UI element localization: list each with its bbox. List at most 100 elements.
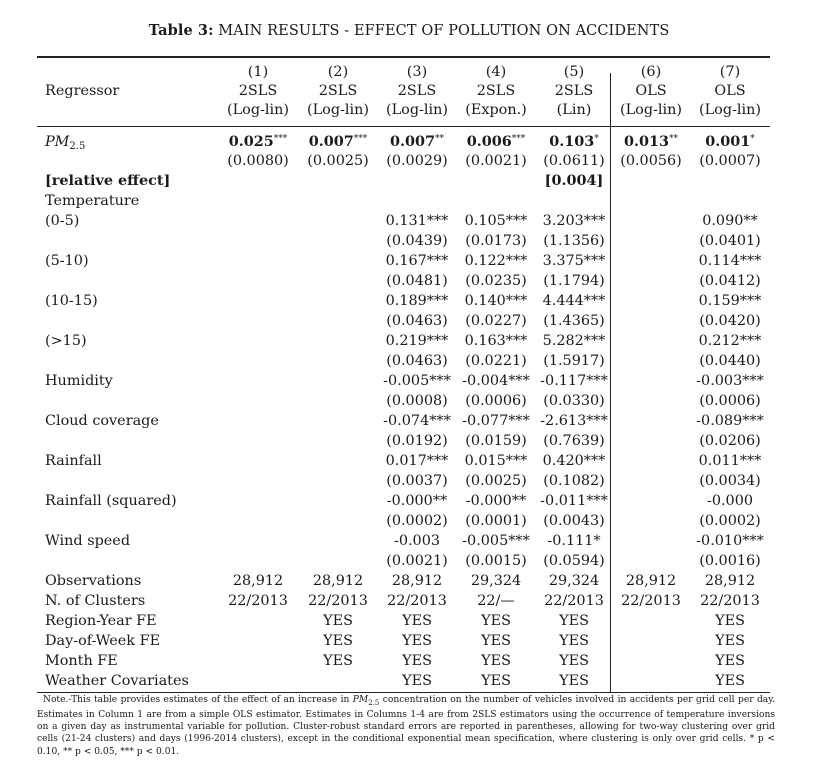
se-cell: (0.0330) [543,393,605,409]
se-cell: (0.0235) [465,273,527,289]
coef-row: (>15) 0.219*** 0.163*** 5.282*** 0.212*** [37,331,770,351]
footer-row: Observations 28,912 28,912 28,912 29,324 29,3… [37,571,770,591]
footer-cell: YES [559,613,589,629]
ols-separator-line [610,73,611,692]
coef-cell: -0.000** [465,493,527,509]
se-cell: (0.0006) [465,393,527,409]
footer-cell: YES [323,653,353,669]
col-number: (6) [640,64,662,80]
footer-cell: YES [481,613,511,629]
footer-cell: 28,912 [391,573,443,589]
pm25-coef: 0.013** [623,133,679,150]
se-cell: (1.1794) [543,273,605,289]
coef-cell: -0.010*** [696,533,764,549]
se-cell: (0.0401) [699,233,761,249]
se-cell: (0.0221) [465,353,527,369]
note-text-1: Note.-This table provides estimates of t… [43,695,353,705]
footer-cell: YES [715,633,745,649]
footer-row: Weather Covariates YES YES YES YES [37,671,770,691]
coef-cell: -0.000 [706,493,754,509]
regressor-header: Regressor [45,83,120,99]
coef-cell: -0.111* [547,533,601,549]
top-rule [37,56,770,58]
coef-row: Cloud coverage -0.074*** -0.077*** -2.613**… [37,411,770,431]
footer-cell: YES [323,633,353,649]
footer-label: N. of Clusters [45,593,146,609]
col-method: OLS [714,83,746,99]
col-method: 2SLS [318,83,358,99]
se-row: (0.0439) (0.0173) (1.1356) (0.0401) [37,231,770,251]
footer-cell: YES [559,673,589,689]
pm25-se-row: (0.0080) (0.0025) (0.0029) (0.0021) (0.0… [37,151,770,171]
se-cell: (0.0192) [386,433,448,449]
se-cell: (0.0001) [465,513,527,529]
note-text-2: concentration on the number of vehicles … [37,695,776,745]
se-cell: (0.0025) [465,473,527,489]
row-label: Wind speed [45,533,131,549]
header-row-methods: Regressor 2SLS 2SLS 2SLS 2SLS 2SLS OLS O… [37,81,770,101]
coef-cell: -0.000** [386,493,448,509]
coef-cell: 0.011*** [698,453,762,469]
pm25-se: (0.0080) [227,153,289,169]
coef-cell: 0.159*** [698,293,762,309]
footer-cell: YES [481,653,511,669]
footer-label: Weather Covariates [45,673,189,689]
col-spec: (Log-lin) [386,102,448,118]
se-row: (0.0002) (0.0001) (0.0043) (0.0002) [37,511,770,531]
col-number: (1) [247,64,269,80]
col-spec: (Log-lin) [620,102,682,118]
coef-row: (5-10) 0.167*** 0.122*** 3.375*** 0.114*** [37,251,770,271]
footer-row: Day-of-Week FE YES YES YES YES YES [37,631,770,651]
se-row: (0.0008) (0.0006) (0.0330) (0.0006) [37,391,770,411]
coef-cell: 5.282*** [542,333,606,349]
se-cell: (0.0463) [386,313,448,329]
coef-row: Rainfall 0.017*** 0.015*** 0.420*** 0.011*** [37,451,770,471]
table-title-label: Table 3: [148,22,214,39]
se-cell: (0.0037) [386,473,448,489]
se-row: (0.0192) (0.0159) (0.7639) (0.0206) [37,431,770,451]
col-number: (3) [406,64,428,80]
se-cell: (0.7639) [543,433,605,449]
coef-cell: 0.090** [702,213,758,229]
pm25-coef: 0.001* [705,133,755,150]
col-spec: (Log-lin) [307,102,369,118]
footer-cell: 22/2013 [621,593,681,609]
header-rule [37,126,770,127]
coef-row: Humidity -0.005*** -0.004*** -0.117*** -0.00… [37,371,770,391]
coef-row: Wind speed -0.003 -0.005*** -0.111* -0.010**… [37,531,770,551]
row-label: (0-5) [45,213,80,229]
pm25-se: (0.0021) [465,153,527,169]
col-method: 2SLS [397,83,437,99]
footer-cell: YES [481,673,511,689]
temperature-header-row: Temperature [37,191,770,211]
pm25-se: (0.0056) [620,153,682,169]
se-cell: (0.0463) [386,353,448,369]
coef-cell: 3.203*** [542,213,606,229]
footer-cell: YES [559,633,589,649]
se-cell: (0.0015) [465,553,527,569]
coef-cell: -0.074*** [383,413,451,429]
footer-cell: YES [402,613,432,629]
row-label: (10-15) [45,293,98,309]
pm25-label: PM2.5 [45,134,86,152]
coef-cell: 0.017*** [385,453,449,469]
coef-cell: -0.117*** [540,373,608,389]
se-cell: (0.0439) [386,233,448,249]
header-row-numbers: (1) (2) (3) (4) (5) (6) (7) [37,62,770,82]
row-label: Humidity [45,373,113,389]
row-label: (5-10) [45,253,89,269]
note-significance: * p < 0.10, ** p < 0.05, *** p < 0.01. [37,734,775,757]
se-cell: (0.0016) [699,553,761,569]
coef-row: (10-15) 0.189*** 0.140*** 4.444*** 0.159*** [37,291,770,311]
coef-cell: 0.420*** [542,453,606,469]
pm25-coef: 0.007*** [308,133,368,150]
pm25-se: (0.0611) [543,153,605,169]
relative-effect-row: [relative effect] [0.004] [37,171,770,191]
coef-cell: 0.189*** [385,293,449,309]
coef-cell: -0.005*** [383,373,451,389]
se-cell: (0.0594) [543,553,605,569]
coef-cell: -0.077*** [462,413,530,429]
coef-cell: -0.004*** [462,373,530,389]
pm25-se: (0.0029) [386,153,448,169]
table-note: Note.-This table provides estimates of t… [37,694,775,758]
